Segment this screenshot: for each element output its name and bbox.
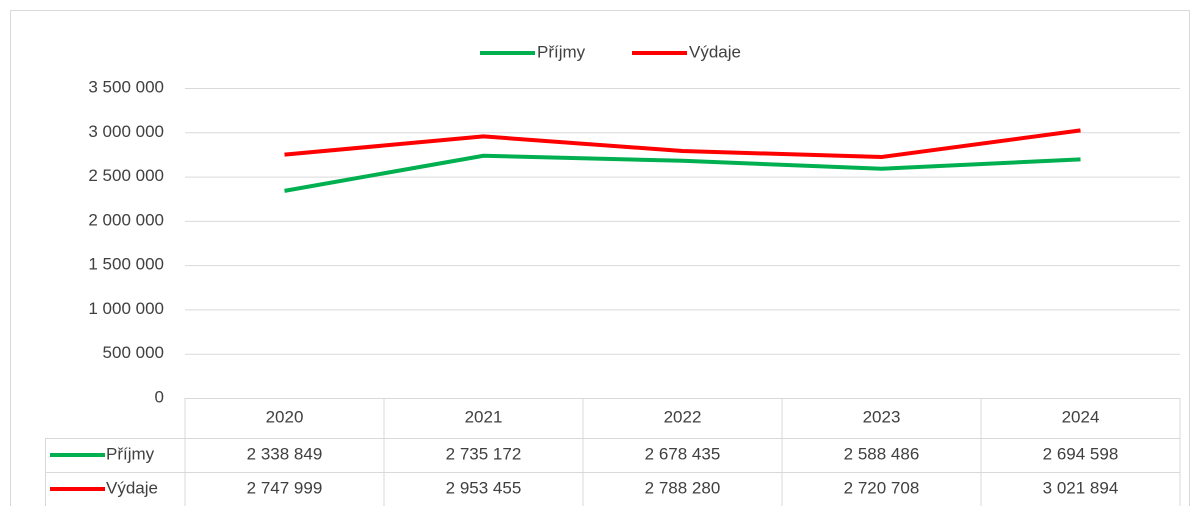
legend-label: Příjmy — [537, 42, 586, 61]
series-line — [284, 153, 1081, 193]
table-value: 2 678 435 — [645, 444, 721, 463]
legend-label: Výdaje — [689, 42, 741, 61]
x-tick-label: 2021 — [465, 407, 503, 426]
y-tick-label: 2 000 000 — [88, 210, 164, 229]
y-tick-label: 3 500 000 — [88, 77, 164, 96]
x-tick-label: 2024 — [1062, 407, 1100, 426]
table-value: 2 747 999 — [247, 478, 323, 497]
table-value: 2 338 849 — [247, 444, 323, 463]
table-value: 3 021 894 — [1043, 478, 1119, 497]
table-value: 2 720 708 — [844, 478, 920, 497]
table-row-label: Příjmy — [106, 444, 155, 463]
x-tick-label: 2020 — [266, 407, 304, 426]
y-tick-label: 1 000 000 — [88, 299, 164, 318]
table-value: 2 788 280 — [645, 478, 721, 497]
table-value: 2 735 172 — [446, 444, 522, 463]
y-tick-label: 2 500 000 — [88, 166, 164, 185]
table-value: 2 588 486 — [844, 444, 920, 463]
table-value: 2 953 455 — [446, 478, 522, 497]
chart-border — [10, 10, 1190, 506]
x-tick-label: 2023 — [863, 407, 901, 426]
y-tick-label: 3 000 000 — [88, 122, 164, 141]
table-value: 2 694 598 — [1043, 444, 1119, 463]
y-tick-label: 500 000 — [103, 343, 164, 362]
y-tick-label: 0 — [155, 387, 164, 406]
table-row-label: Výdaje — [106, 478, 158, 497]
x-tick-label: 2022 — [664, 407, 702, 426]
y-tick-label: 1 500 000 — [88, 255, 164, 274]
series-line — [284, 128, 1081, 160]
